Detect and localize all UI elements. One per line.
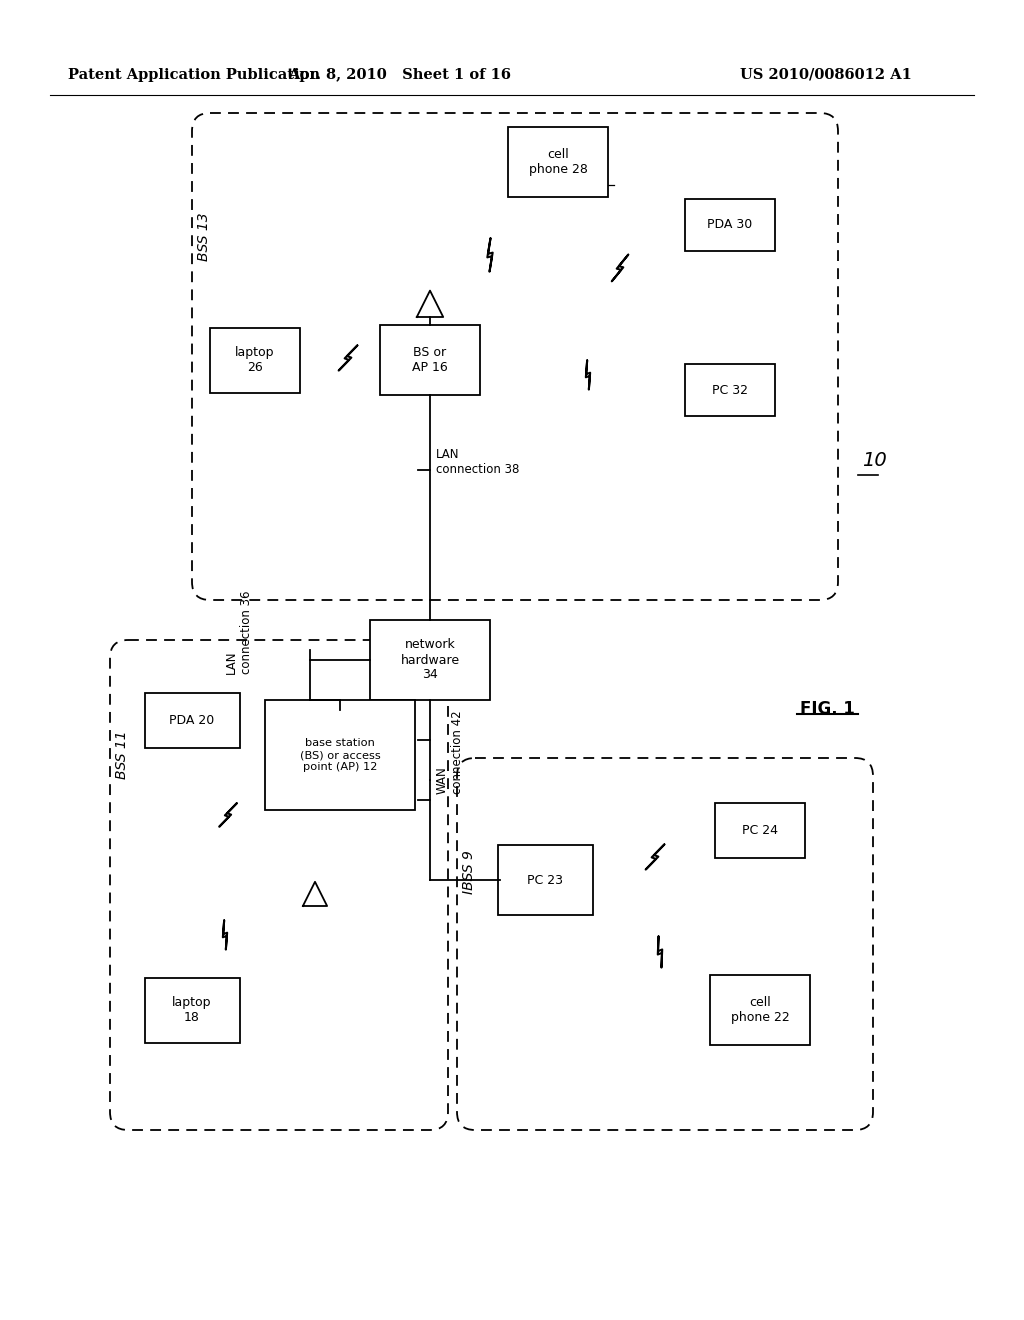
Text: LAN
connection 36: LAN connection 36: [225, 590, 253, 673]
Bar: [715, 803, 805, 858]
Text: cell
phone 22: cell phone 22: [731, 997, 790, 1024]
Text: LAN
connection 38: LAN connection 38: [436, 447, 519, 477]
Bar: [710, 975, 810, 1045]
Text: IBSS 9: IBSS 9: [462, 850, 476, 894]
Text: BSS 11: BSS 11: [115, 730, 129, 779]
Bar: [210, 327, 300, 392]
Text: PDA 30: PDA 30: [708, 219, 753, 231]
Text: Apr. 8, 2010   Sheet 1 of 16: Apr. 8, 2010 Sheet 1 of 16: [289, 69, 512, 82]
Bar: [685, 364, 775, 416]
Text: WAN
connection 42: WAN connection 42: [436, 710, 464, 793]
Text: base station
(BS) or access
point (AP) 12: base station (BS) or access point (AP) 1…: [300, 738, 380, 772]
Text: Patent Application Publication: Patent Application Publication: [68, 69, 319, 82]
Bar: [265, 700, 415, 810]
Text: PDA 20: PDA 20: [169, 714, 215, 726]
Text: PC 23: PC 23: [527, 874, 563, 887]
Bar: [144, 693, 240, 747]
Bar: [380, 325, 480, 395]
Text: network
hardware
34: network hardware 34: [400, 639, 460, 681]
Text: PC 24: PC 24: [742, 824, 778, 837]
Bar: [370, 620, 490, 700]
Bar: [685, 199, 775, 251]
Text: BS or
AP 16: BS or AP 16: [412, 346, 447, 374]
Bar: [508, 127, 608, 197]
Text: laptop
26: laptop 26: [236, 346, 274, 374]
Text: PC 32: PC 32: [712, 384, 748, 396]
Text: cell
phone 28: cell phone 28: [528, 148, 588, 176]
Text: 10: 10: [862, 450, 887, 470]
Text: FIG. 1: FIG. 1: [800, 700, 855, 718]
Text: laptop
18: laptop 18: [172, 997, 212, 1024]
Bar: [498, 845, 593, 915]
Bar: [144, 978, 240, 1043]
Text: BSS 13: BSS 13: [197, 213, 211, 260]
Text: US 2010/0086012 A1: US 2010/0086012 A1: [740, 69, 912, 82]
